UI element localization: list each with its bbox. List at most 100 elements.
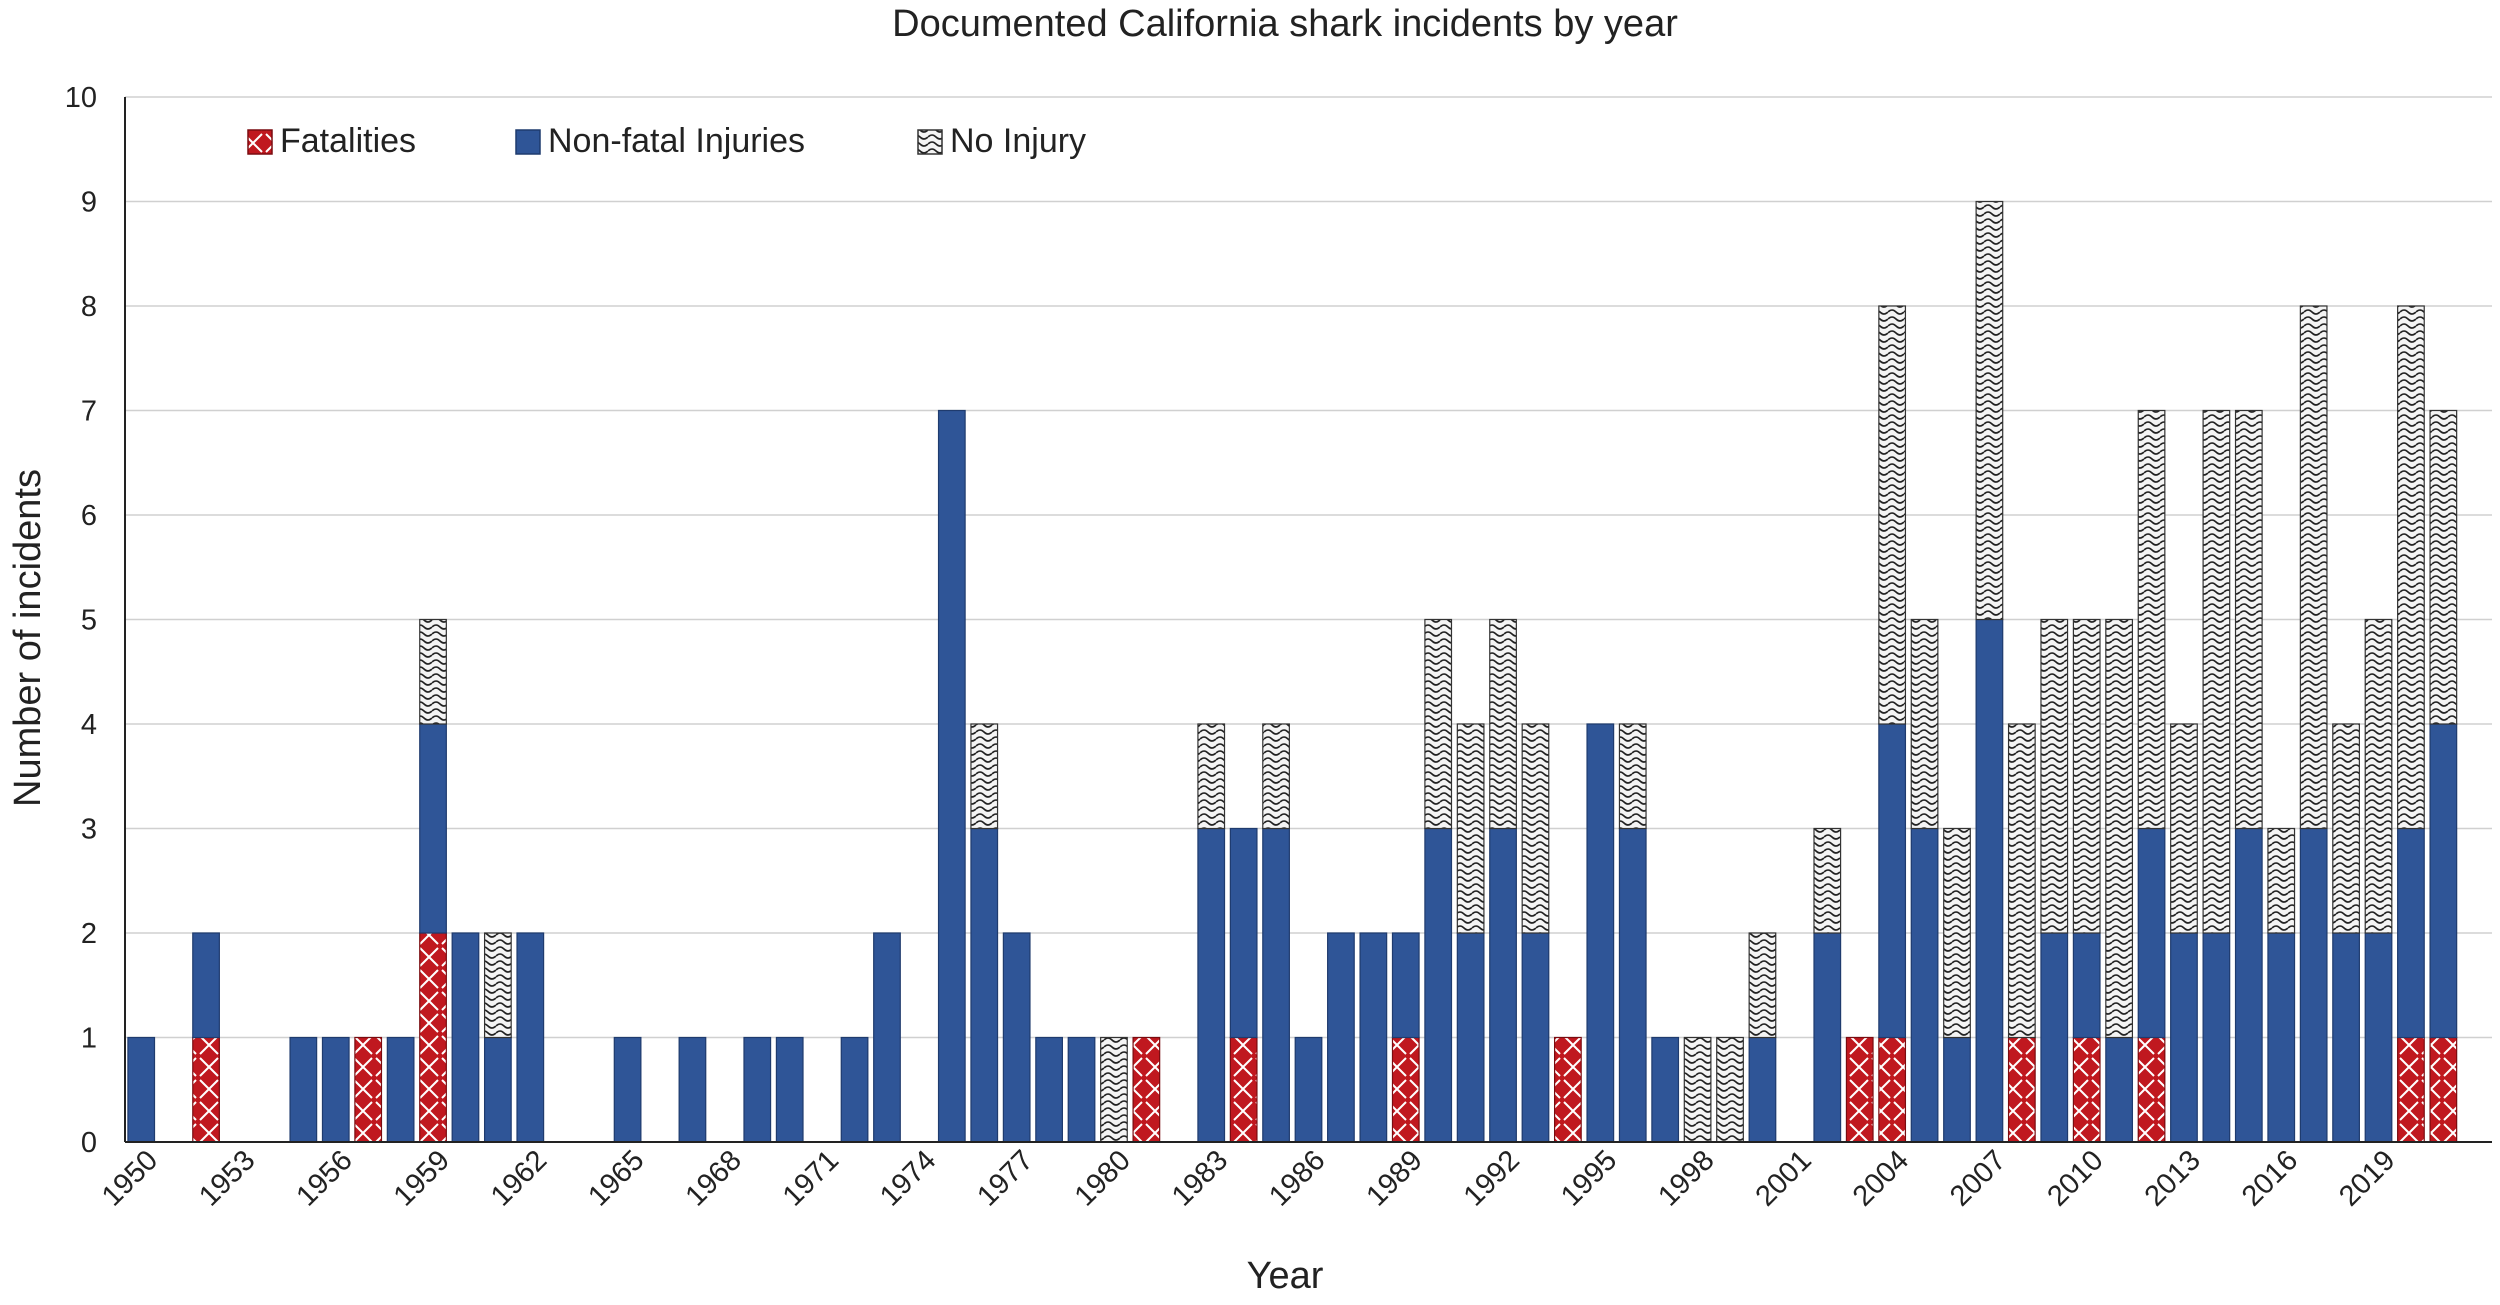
- bar-segment: [1943, 827, 1971, 1039]
- bar-segment: [840, 1036, 869, 1143]
- bar-segment: [873, 932, 901, 1143]
- bar-segment: [970, 827, 999, 1143]
- bar-segment: [354, 1036, 383, 1143]
- bar-segment: [1975, 618, 2004, 1143]
- bar-segment: [2267, 932, 2296, 1143]
- legend-label: Fatalities: [280, 122, 416, 160]
- y-tick-label: 9: [81, 187, 97, 219]
- bar-segment: [1748, 932, 1777, 1039]
- bar-segment: [516, 932, 545, 1143]
- y-tick-label: 3: [81, 814, 97, 846]
- chart-title: Documented California shark incidents by…: [892, 3, 1678, 45]
- bar-segment: [1489, 618, 1517, 830]
- bar-segment: [1553, 1036, 1582, 1143]
- bar-segment: [1813, 827, 1842, 934]
- x-tick-label: 1983: [1166, 1144, 1234, 1212]
- bar-segment: [2007, 723, 2036, 1039]
- bar-segment: [1683, 1036, 1712, 1143]
- bar-segment: [2332, 932, 2360, 1143]
- bar-segment: [1489, 827, 1517, 1143]
- bar-segment: [1878, 305, 1907, 725]
- bar-segment: [419, 723, 447, 934]
- x-tick-labels: 1950 1953 1956 1959 1962 1965 1968 1971 1974 1977…: [96, 1144, 2402, 1212]
- bar-segment: [970, 723, 999, 830]
- y-tick-labels: 0 1 2 3 4 5 6 7 8 9 10: [65, 82, 97, 1159]
- bar-segment: [2072, 1036, 2101, 1143]
- bar-segment: [2072, 618, 2101, 934]
- x-tick-label: 2016: [2236, 1144, 2304, 1212]
- bar-segment: [2170, 723, 2198, 934]
- legend-swatch: [247, 129, 273, 155]
- bar-segment: [419, 618, 447, 725]
- bar-segment: [1456, 932, 1485, 1143]
- bar-segment: [2202, 409, 2231, 934]
- bar-segment: [1035, 1036, 1064, 1143]
- bar-segment: [1716, 1036, 1744, 1143]
- bar-segment: [483, 1036, 512, 1143]
- bar-segment: [937, 409, 966, 1143]
- y-tick-label: 10: [65, 82, 97, 114]
- x-tick-label: 2004: [1847, 1144, 1915, 1212]
- bar-segment: [2397, 305, 2425, 830]
- bar-segment: [2137, 827, 2166, 1039]
- y-tick-label: 4: [81, 709, 97, 741]
- bars: [127, 200, 2458, 1143]
- legend-label: Non-fatal Injuries: [548, 122, 805, 160]
- x-tick-label: 1989: [1360, 1144, 1428, 1212]
- bar-segment: [1586, 723, 1615, 1143]
- legend: Fatalities Non-fatal Injuries No Injury: [247, 122, 1086, 160]
- x-tick-label: 1950: [96, 1144, 164, 1212]
- x-tick-label: 1986: [1263, 1144, 1331, 1212]
- y-tick-label: 2: [81, 918, 97, 950]
- bar-segment: [2137, 1036, 2166, 1143]
- axes: [124, 97, 2492, 1143]
- x-tick-label: 1959: [388, 1144, 456, 1212]
- bar-segment: [743, 1036, 772, 1143]
- bar-segment: [2299, 305, 2328, 830]
- x-tick-label: 1965: [582, 1144, 650, 1212]
- bar-segment: [1910, 827, 1939, 1143]
- x-tick-label: 1953: [193, 1144, 261, 1212]
- x-tick-label: 1974: [874, 1144, 942, 1212]
- gridlines: [125, 96, 2492, 1039]
- bar-segment: [1197, 827, 1226, 1143]
- bar-segment: [1294, 1036, 1323, 1143]
- x-tick-label: 1995: [1555, 1144, 1623, 1212]
- bar-segment: [1229, 827, 1258, 1039]
- bar-segment: [1521, 723, 1550, 934]
- bar-segment: [192, 932, 220, 1039]
- bar-segment: [483, 932, 512, 1039]
- x-tick-label: 1971: [777, 1144, 845, 1212]
- bar-segment: [2332, 723, 2360, 934]
- y-tick-label: 8: [81, 291, 97, 323]
- bar-segment: [2234, 827, 2263, 1143]
- x-tick-label: 2001: [1750, 1144, 1818, 1212]
- bar-segment: [1943, 1036, 1971, 1143]
- bar-segment: [1651, 1036, 1680, 1143]
- bar-segment: [2105, 618, 2134, 1039]
- bar-segment: [1132, 1036, 1161, 1143]
- bar-segment: [1424, 618, 1453, 830]
- bar-segment: [451, 932, 480, 1143]
- bar-segment: [289, 1036, 318, 1143]
- bar-segment: [1878, 1036, 1907, 1143]
- bar-segment: [1197, 723, 1226, 830]
- bar-segment: [1067, 1036, 1096, 1143]
- bar-segment: [1975, 200, 2004, 621]
- bar-segment: [1878, 723, 1907, 1039]
- y-tick-label: 7: [81, 396, 97, 428]
- bar-segment: [2429, 1036, 2458, 1143]
- bar-segment: [1391, 1036, 1420, 1143]
- legend-label: No Injury: [950, 122, 1086, 160]
- bar-segment: [678, 1036, 707, 1143]
- bar-segment: [1910, 618, 1939, 830]
- bar-segment: [2397, 1036, 2425, 1143]
- bar-segment: [2040, 932, 2069, 1143]
- y-tick-label: 0: [81, 1127, 97, 1159]
- bar-segment: [2267, 827, 2296, 934]
- bar-segment: [2397, 827, 2425, 1039]
- bar-segment: [321, 1036, 350, 1143]
- bar-segment: [2364, 932, 2393, 1143]
- bar-segment: [2137, 409, 2166, 830]
